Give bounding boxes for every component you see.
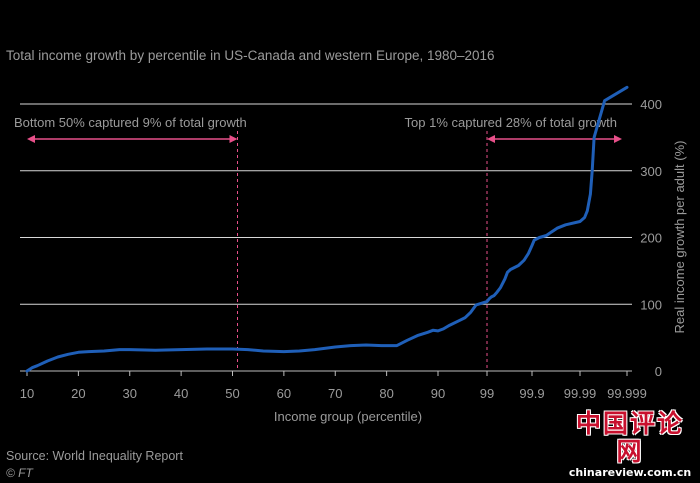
- y-tick-label: 200: [640, 231, 662, 246]
- x-tick-label: 80: [379, 386, 393, 401]
- watermark-logo: 中国评论网 chinareview.com.cn: [564, 409, 696, 480]
- x-tick-label: 20: [71, 386, 85, 401]
- x-tick-label: 10: [20, 386, 34, 401]
- source-note: Source: World Inequality Report: [6, 449, 183, 463]
- y-tick-label: 100: [640, 297, 662, 312]
- x-tick-label: 90: [431, 386, 445, 401]
- y-tick-label: 400: [640, 97, 662, 112]
- y-axis-label: Real income growth per adult (%): [672, 141, 687, 334]
- x-tick-label: 70: [328, 386, 342, 401]
- x-tick-label: 50: [225, 386, 239, 401]
- x-tick-label: 99.9: [519, 386, 544, 401]
- bottom50-annotation: Bottom 50% captured 9% of total growth: [14, 115, 247, 130]
- top1-annotation: Top 1% captured 28% of total growth: [405, 115, 617, 130]
- watermark-title: 中国评论网: [575, 409, 684, 466]
- x-tick-label: 30: [123, 386, 137, 401]
- top1-arrow-head-left: [487, 135, 495, 143]
- top1-arrow-head-right: [614, 135, 622, 143]
- x-axis-label: Income group (percentile): [274, 409, 422, 424]
- copyright: © FT: [6, 466, 33, 480]
- x-tick-label: 40: [174, 386, 188, 401]
- bottom50-arrow-head-left: [27, 135, 35, 143]
- series-line-0: [25, 85, 629, 373]
- x-tick-label: 99.99: [564, 386, 597, 401]
- x-tick-label: 99: [480, 386, 494, 401]
- chart-subtitle: Total income growth by percentile in US-…: [6, 48, 495, 63]
- watermark-url: chinareview.com.cn: [568, 466, 692, 479]
- y-tick-label: 0: [655, 364, 662, 379]
- bottom50-arrow-head-right: [229, 135, 238, 143]
- y-tick-label: 300: [640, 164, 662, 179]
- x-tick-label: 60: [277, 386, 291, 401]
- x-tick-label: 99.999: [607, 386, 647, 401]
